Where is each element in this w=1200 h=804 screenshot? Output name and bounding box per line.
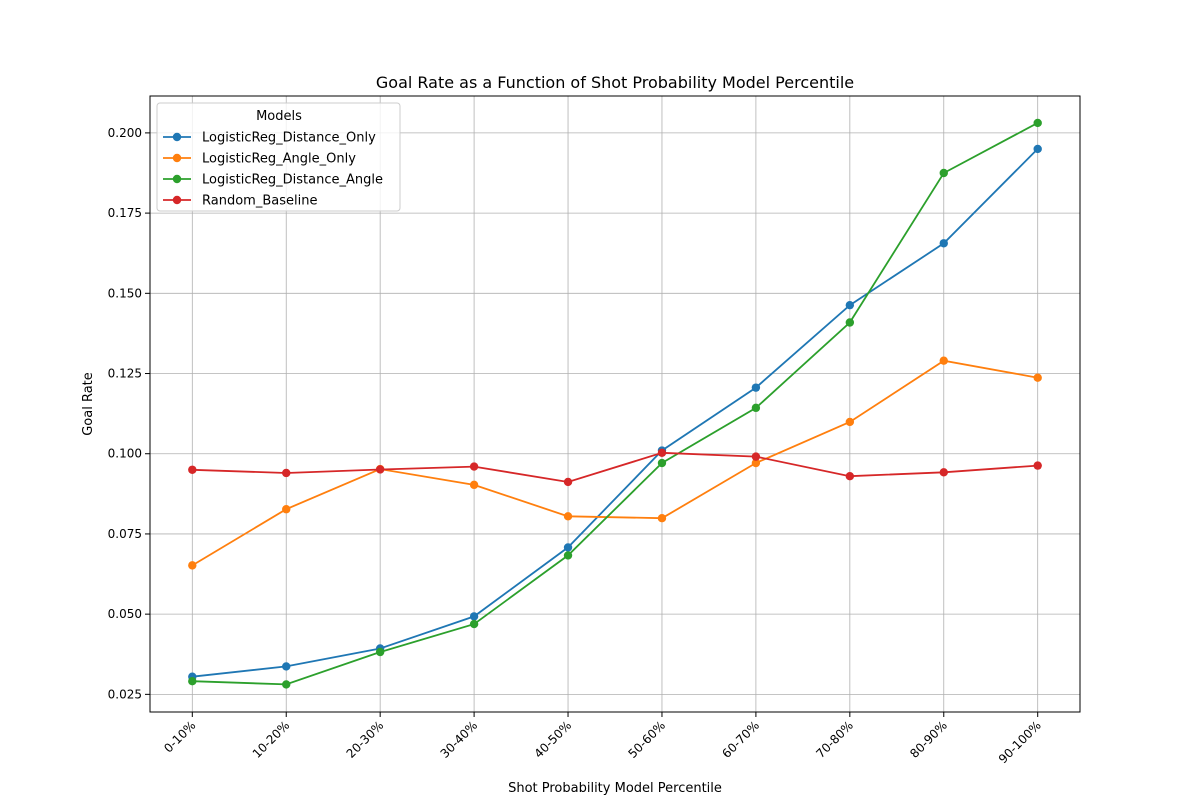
data-point <box>939 168 948 178</box>
data-point <box>845 471 855 481</box>
data-point <box>751 383 761 392</box>
y-tick-label: 0.025 <box>108 687 142 701</box>
series-LogisticReg_Distance_Angle <box>188 118 1042 689</box>
legend-marker <box>172 195 182 205</box>
data-point <box>939 468 948 477</box>
x-tick-label: 80-90% <box>907 718 950 761</box>
x-tick-label: 70-80% <box>813 718 856 761</box>
data-point <box>939 356 948 365</box>
x-axis-label: Shot Probability Model Percentile <box>508 781 722 796</box>
x-tick-label: 40-50% <box>532 718 575 761</box>
data-point <box>469 619 479 629</box>
data-point <box>1033 118 1042 128</box>
data-point <box>751 403 761 413</box>
data-point <box>282 468 291 478</box>
legend-box <box>156 102 401 212</box>
legend: Models LogisticReg_Distance_Only Logistic… <box>156 102 401 212</box>
data-point <box>375 647 385 657</box>
x-tick-label: 60-70% <box>719 718 762 761</box>
data-point <box>188 465 197 474</box>
y-tick-label: 0.125 <box>108 367 142 381</box>
legend-entry-label: Random_Baseline <box>202 194 317 209</box>
data-point <box>188 561 197 570</box>
data-point <box>845 300 855 310</box>
data-point <box>939 239 948 248</box>
data-point <box>469 612 479 621</box>
data-point <box>657 458 667 468</box>
x-tick-label: 0-10% <box>161 718 198 755</box>
series-Random_Baseline <box>188 448 1042 487</box>
data-point <box>469 462 479 471</box>
data-point <box>282 680 291 689</box>
legend-entry-label: LogisticReg_Distance_Angle <box>202 173 383 188</box>
data-point <box>1033 461 1042 470</box>
y-tick-label: 0.100 <box>108 447 142 461</box>
data-point <box>282 662 291 671</box>
series-LogisticReg_Angle_Only <box>188 356 1042 570</box>
data-point <box>469 480 479 490</box>
legend-title: Models <box>256 109 302 124</box>
data-point <box>657 448 667 457</box>
data-point <box>751 452 761 461</box>
data-point <box>563 543 573 552</box>
grid-lines <box>150 96 1080 712</box>
data-point <box>657 514 667 523</box>
series-lines <box>188 118 1042 689</box>
data-point <box>1033 144 1042 154</box>
x-tick-label: 90-100% <box>996 718 1044 766</box>
y-tick-label: 0.150 <box>108 286 142 300</box>
y-axis-label: Goal Rate <box>81 372 96 436</box>
x-tick-label: 50-60% <box>625 718 668 761</box>
legend-entry-label: LogisticReg_Angle_Only <box>202 152 356 167</box>
data-point <box>282 505 291 514</box>
y-tick-label: 0.175 <box>108 206 142 220</box>
data-point <box>563 551 573 560</box>
legend-entry-label: LogisticReg_Distance_Only <box>202 131 376 146</box>
legend-marker <box>172 132 182 142</box>
data-point <box>375 465 385 474</box>
series-line <box>191 359 1038 567</box>
series-line <box>192 122 1039 686</box>
x-tick-label: 10-20% <box>250 718 293 761</box>
plot-frame <box>149 95 1081 713</box>
data-point <box>1033 373 1042 382</box>
data-point <box>845 318 855 327</box>
legend-marker <box>172 153 182 163</box>
data-point <box>751 458 761 468</box>
y-tick-label: 0.050 <box>108 607 142 621</box>
y-tick-label: 0.075 <box>108 527 142 541</box>
series-line <box>192 451 1038 483</box>
chart-title: Goal Rate as a Function of Shot Probabil… <box>376 73 854 92</box>
series-line <box>192 148 1039 678</box>
x-tick-label: 20-30% <box>344 718 387 761</box>
data-point <box>563 477 573 487</box>
legend-marker <box>172 174 182 184</box>
data-point <box>563 512 573 521</box>
data-point <box>845 417 855 427</box>
y-tick-label: 0.200 <box>108 126 142 140</box>
series-LogisticReg_Distance_Only <box>188 144 1042 681</box>
data-point <box>188 677 197 686</box>
x-tick-label: 30-40% <box>438 718 481 761</box>
